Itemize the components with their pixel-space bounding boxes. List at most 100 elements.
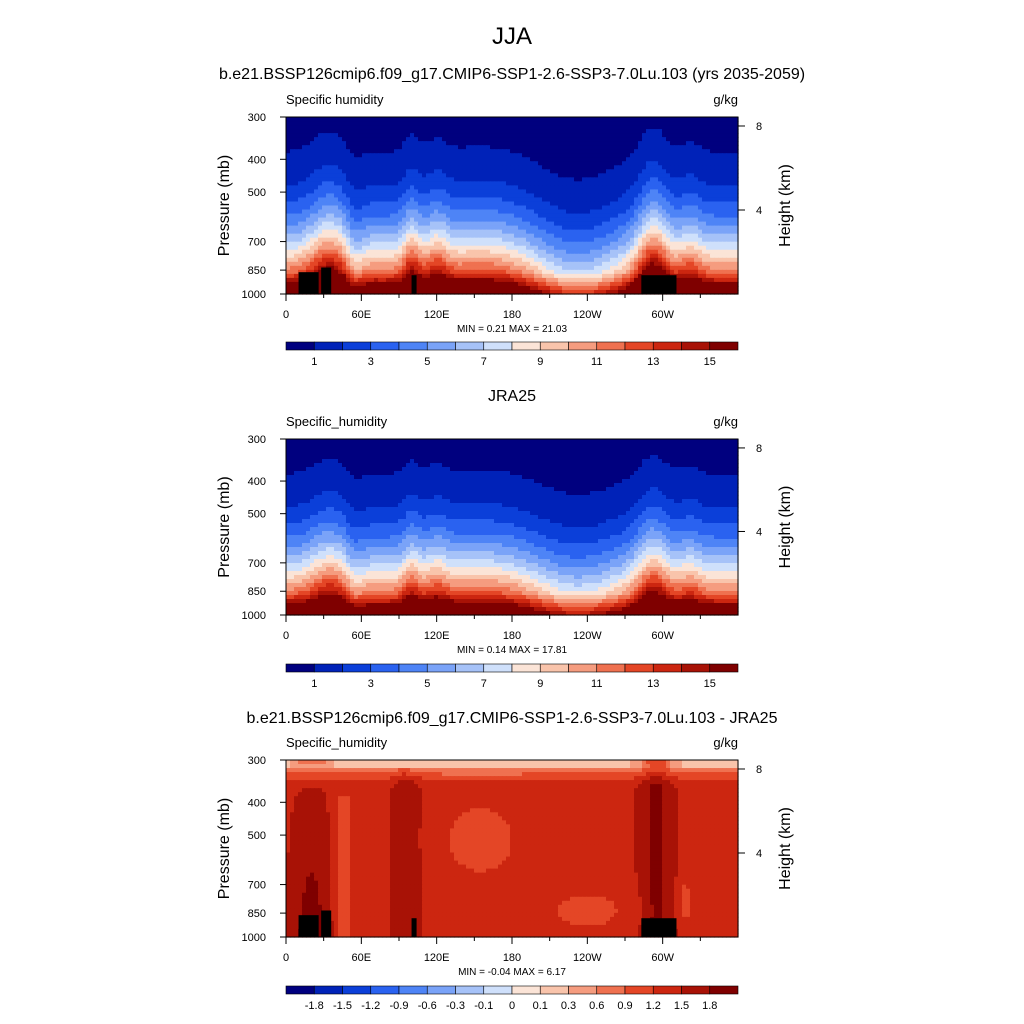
heatmap-cell [690,237,695,243]
heatmap-cell [514,201,519,207]
heatmap-cell [398,201,403,207]
heatmap-cell [566,205,571,211]
heatmap-cell [482,201,487,207]
heatmap-cell [426,189,431,195]
heatmap-cell [594,181,599,186]
heatmap-cell [642,185,647,191]
heatmap-cell [374,277,379,283]
heatmap-cell [558,261,563,267]
heatmap-cell [494,137,499,142]
heatmap-cell [534,129,539,134]
heatmap-cell [322,201,327,207]
heatmap-cell [346,269,351,275]
heatmap-cell [570,177,575,182]
heatmap-cell [722,233,727,239]
heatmap-cell [374,201,379,207]
heatmap-cell [438,249,443,255]
heatmap-cell [606,257,611,263]
heatmap-cell [346,185,351,191]
heatmap-cell [462,153,467,158]
heatmap-cell [378,193,383,199]
heatmap-cell [714,125,719,130]
heatmap-cell [542,277,547,283]
heatmap-cell [734,245,739,251]
heatmap-cell [446,245,451,251]
heatmap-cell [446,237,451,243]
heatmap-cell [358,157,363,162]
heatmap-cell [630,161,635,166]
x-tick-label: 120E [424,309,450,321]
heatmap-cell [558,237,563,243]
heatmap-cell [542,229,547,235]
heatmap-cell [358,197,363,203]
heatmap-cell [538,245,543,251]
heatmap-cell [542,141,547,146]
heatmap-cell [646,157,651,162]
heatmap-cell [314,185,319,191]
heatmap-cell [558,269,563,275]
heatmap-cell [374,117,379,122]
heatmap-cell [622,157,627,162]
heatmap-cell [634,161,639,166]
heatmap-cell [290,197,295,203]
heatmap-cell [702,141,707,146]
heatmap-cell [374,197,379,203]
heatmap-cell [586,217,591,223]
heatmap-cell [734,181,739,186]
heatmap-cell [594,229,599,235]
heatmap-cell [354,229,359,235]
heatmap-cell [726,125,731,130]
heatmap-cell [690,273,695,279]
heatmap-cell [386,161,391,166]
heatmap-cell [334,221,339,227]
heatmap-cell [730,245,735,251]
heatmap-cell [650,269,655,275]
heatmap-cell [710,229,715,235]
heatmap-cell [630,165,635,170]
heatmap-cell [470,133,475,138]
heatmap-cell [366,261,371,267]
heatmap-cell [286,189,291,195]
heatmap-cell [570,205,575,211]
heatmap-cell [438,145,443,150]
heatmap-cell [566,277,571,283]
heatmap-cell [494,185,499,191]
heatmap-cell [298,233,303,239]
heatmap-cell [406,285,411,291]
heatmap-cell [334,253,339,259]
heatmap-cell [554,145,559,150]
heatmap-cell [474,261,479,267]
heatmap-cell [374,221,379,227]
heatmap-cell [382,249,387,255]
heatmap-cell [574,261,579,267]
heatmap-cell [662,221,667,227]
heatmap-cell [734,129,739,134]
heatmap-cell [610,265,615,271]
heatmap-cell [662,197,667,203]
heatmap-cell [582,213,587,219]
heatmap-cell [478,229,483,235]
heatmap-cell [606,157,611,162]
heatmap-cell [626,173,631,178]
heatmap-cell [418,177,423,182]
heatmap-cell [538,265,543,271]
heatmap-cell [578,121,583,126]
heatmap-cell [426,261,431,267]
heatmap-cell [686,285,691,291]
heatmap-cell [674,201,679,207]
heatmap-cell [614,209,619,215]
heatmap-cell [462,169,467,174]
heatmap-cell [350,237,355,243]
heatmap-cell [474,213,479,219]
heatmap-cell [594,253,599,259]
heatmap-cell [474,145,479,150]
heatmap-cell [646,249,651,255]
heatmap-cell [402,269,407,275]
heatmap-cell [550,129,555,134]
heatmap-cell [486,153,491,158]
heatmap-cell [402,281,407,287]
heatmap-cell [710,177,715,182]
heatmap-cell [486,185,491,191]
heatmap-cell [370,165,375,170]
heatmap-cell [330,205,335,211]
